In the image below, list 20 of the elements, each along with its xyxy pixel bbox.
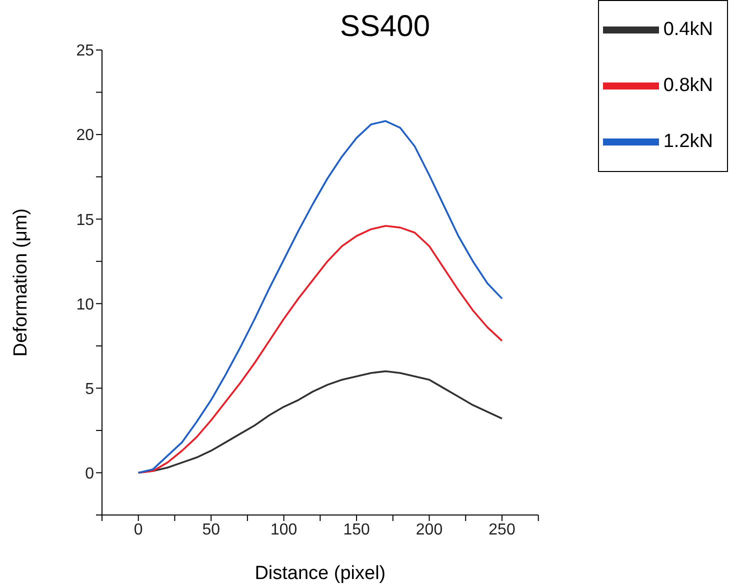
chart-title: SS400 <box>340 10 430 43</box>
line-series <box>137 224 503 474</box>
y-axis-title: Deformation (μm) <box>10 208 32 357</box>
x-tick-label: 100 <box>270 521 298 538</box>
x-tick-label: 250 <box>488 521 516 538</box>
y-tick-label: 20 <box>76 127 94 144</box>
x-tick-label: 150 <box>343 521 370 538</box>
line-series <box>137 120 503 474</box>
x-tick-label: 50 <box>202 521 220 538</box>
y-tick-label: 15 <box>76 212 94 229</box>
y-tick-label: 10 <box>76 296 94 314</box>
legend-label: 0.4kN <box>663 19 713 40</box>
legend-label: 0.8kN <box>663 75 713 96</box>
y-tick-label: 5 <box>85 380 94 398</box>
x-tick-label: 0 <box>134 521 143 538</box>
y-tick-label: 0 <box>85 465 94 482</box>
y-tick-label: 25 <box>76 42 94 60</box>
x-axis-title: Distance (pixel) <box>254 563 386 584</box>
legend-label: 1.2kN <box>663 131 713 152</box>
x-tick-label: 200 <box>416 521 443 538</box>
